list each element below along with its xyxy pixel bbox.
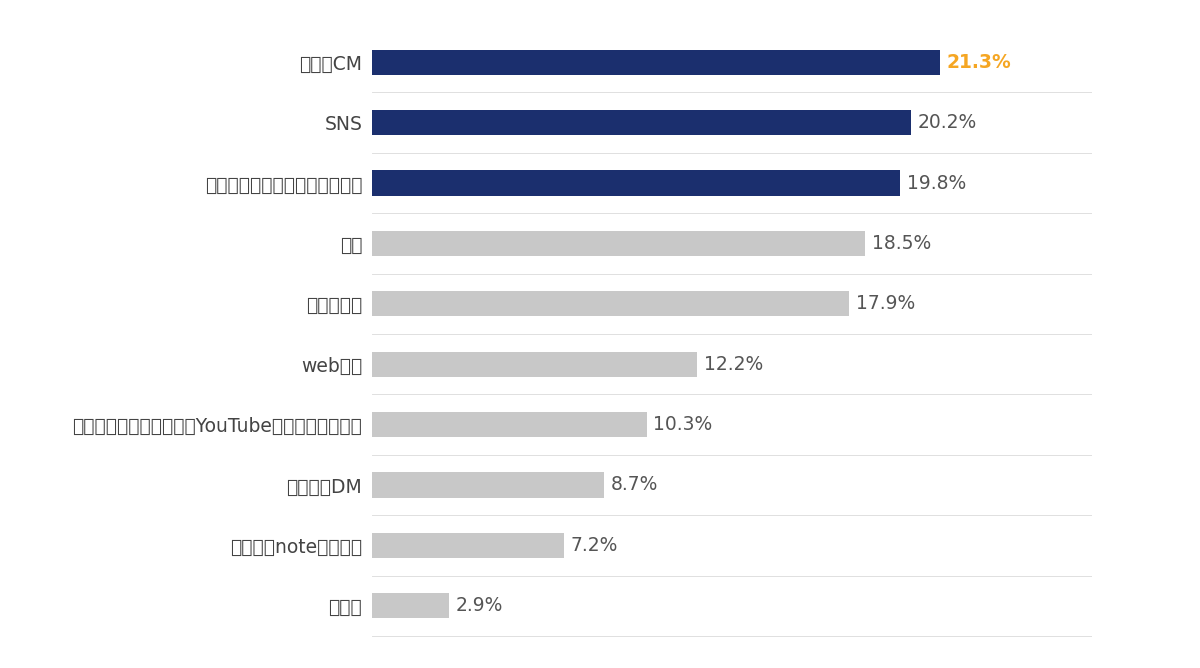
Bar: [372, 291, 850, 317]
Bar: [372, 170, 900, 196]
Bar: [372, 49, 940, 75]
Bar: [372, 593, 449, 619]
Text: 21.3%: 21.3%: [947, 53, 1012, 71]
Bar: [372, 351, 697, 377]
Text: 8.7%: 8.7%: [611, 476, 658, 494]
Text: 18.5%: 18.5%: [872, 234, 931, 253]
Bar: [372, 532, 564, 558]
Bar: [372, 472, 604, 498]
Bar: [372, 412, 647, 438]
Text: 19.8%: 19.8%: [907, 174, 966, 192]
Text: 12.2%: 12.2%: [704, 355, 763, 373]
Text: 2.9%: 2.9%: [456, 597, 503, 615]
Bar: [372, 110, 911, 136]
Text: 10.3%: 10.3%: [653, 415, 713, 434]
Bar: [372, 230, 865, 256]
Text: 20.2%: 20.2%: [917, 113, 977, 132]
Text: 17.9%: 17.9%: [856, 295, 916, 313]
Text: 7.2%: 7.2%: [571, 536, 618, 555]
